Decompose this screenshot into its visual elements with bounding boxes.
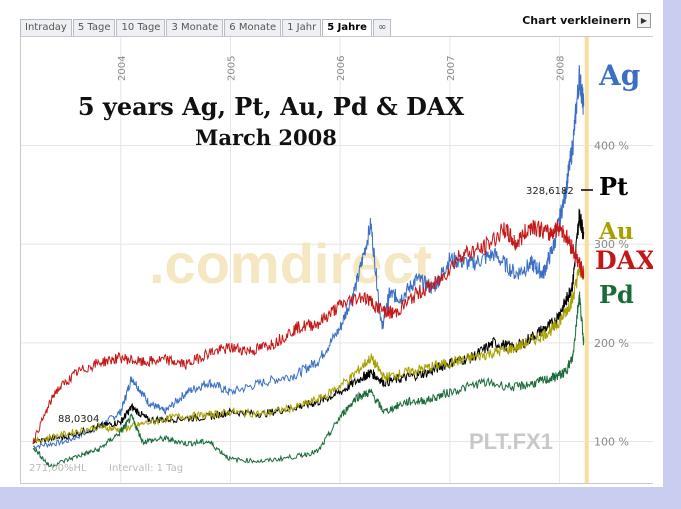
- chart-svg: .comdirect 2004 2005 2006 2007 2008 100 % 200…: [21, 37, 653, 483]
- series-label-pt: Pt: [599, 172, 628, 201]
- tab-6-monate[interactable]: 6 Monate: [224, 19, 282, 36]
- y-tick-label: 300 %: [594, 238, 629, 251]
- series-label-au: Au: [598, 218, 634, 245]
- shrink-chart-label: Chart verkleinern: [522, 14, 631, 27]
- series-line-pt: [32, 208, 585, 445]
- tab-5-jahre[interactable]: 5 Jahre: [322, 19, 372, 36]
- y-tick-label: 400 %: [594, 140, 629, 153]
- plot-area: .comdirect 2004 2005 2006 2007 2008 100 % 200…: [20, 36, 653, 484]
- series-label-pd: Pd: [599, 280, 634, 309]
- series-line-dax: [32, 219, 585, 444]
- grid: [21, 37, 653, 483]
- shrink-chart-button[interactable]: Chart verkleinern: [522, 14, 631, 27]
- hl-label: 271,00%HL: [29, 463, 87, 474]
- tab-3-monate[interactable]: 3 Monate: [166, 19, 224, 36]
- tab-intraday[interactable]: Intraday: [20, 19, 72, 36]
- tab-1-jahr[interactable]: 1 Jahr: [282, 19, 322, 36]
- right-border: [663, 0, 681, 509]
- current-value-label: 328,6182: [526, 186, 574, 197]
- play-right-icon[interactable]: ▶: [637, 13, 651, 28]
- watermark: .comdirect: [149, 232, 432, 295]
- y-tick-label: 100 %: [594, 436, 629, 449]
- x-tick-label: 2008: [556, 56, 567, 81]
- interval-label: Intervall: 1 Tag: [109, 463, 183, 474]
- period-tabs: Intraday 5 Tage 10 Tage 3 Monate 6 Monat…: [20, 19, 392, 36]
- tab-max[interactable]: ∞: [372, 19, 392, 36]
- series-label-ag: Ag: [598, 59, 640, 92]
- series-line-au: [32, 262, 585, 445]
- bottom-border: [0, 487, 681, 509]
- series-lines: [32, 65, 585, 468]
- chart-title: 5 years Ag, Pt, Au, Pd & DAX: [78, 92, 465, 121]
- tab-10-tage[interactable]: 10 Tage: [116, 19, 166, 36]
- x-tick-label: 2004: [117, 56, 128, 81]
- x-tick-label: 2007: [446, 56, 457, 81]
- symbol-label: PLT.FX1: [469, 429, 553, 454]
- series-label-dax: DAX: [595, 246, 653, 275]
- y-tick-label: 200 %: [594, 337, 629, 350]
- x-tick-label: 2005: [226, 56, 237, 81]
- x-tick-label: 2006: [336, 56, 347, 81]
- series-line-ag: [32, 65, 585, 450]
- y-axis: 100 % 200 % 300 % 400 %: [594, 140, 629, 449]
- chart-subtitle: March 2008: [195, 125, 337, 150]
- series-line-pd: [32, 291, 585, 468]
- x-axis: 2004 2005 2006 2007 2008: [117, 56, 567, 81]
- tab-5-tage[interactable]: 5 Tage: [72, 19, 116, 36]
- start-value-label: 88,0304: [58, 414, 99, 425]
